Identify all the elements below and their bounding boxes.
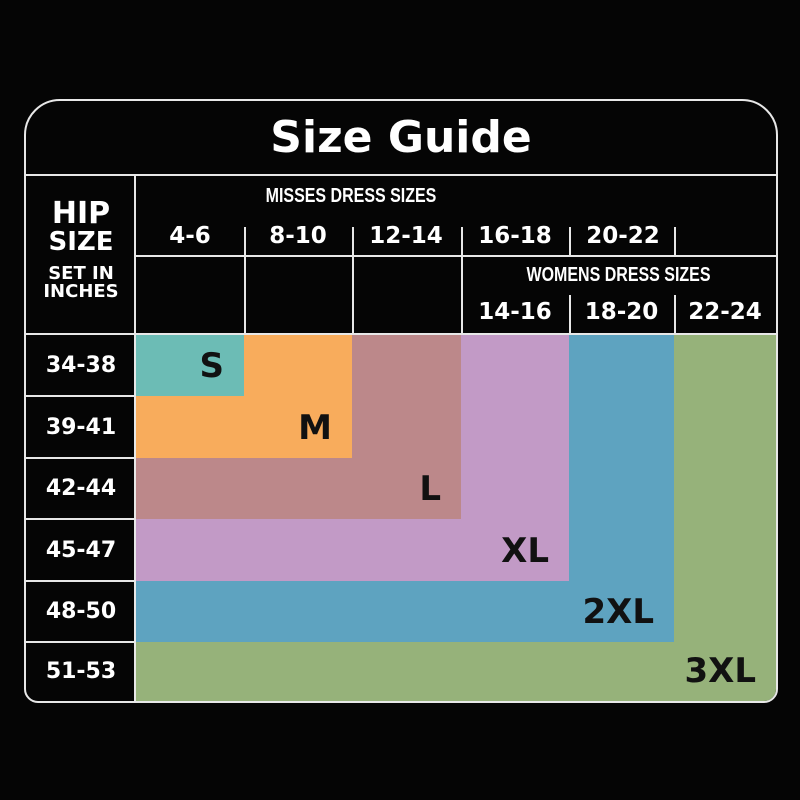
womens-size: 18-20	[584, 299, 659, 325]
hip-row-label: 48-50	[45, 599, 117, 624]
divider	[26, 580, 136, 582]
misses-size: 4-6	[169, 223, 211, 249]
divider	[674, 295, 676, 333]
divider	[26, 641, 136, 643]
womens-size: 14-16	[478, 299, 552, 325]
misses-size: 20-22	[586, 223, 660, 249]
size-label: S	[199, 346, 225, 386]
misses-size: 8-10	[269, 223, 327, 249]
divider	[26, 457, 136, 459]
misses-heading: MISSES DRESS SIZES	[265, 185, 437, 207]
size-label: 2XL	[582, 592, 654, 632]
divider	[352, 227, 354, 333]
divider	[569, 227, 571, 255]
size-label: 3XL	[684, 651, 756, 691]
size-block-s	[136, 335, 244, 396]
hip-row-label: 51-53	[45, 659, 117, 684]
size-label: XL	[501, 531, 549, 571]
divider	[461, 227, 463, 333]
womens-size: 22-24	[688, 299, 762, 325]
inches-label: INCHES	[43, 281, 119, 302]
divider	[674, 227, 676, 255]
womens-heading: WOMENS DRESS SIZES	[526, 264, 711, 286]
divider	[244, 227, 246, 333]
divider	[26, 174, 776, 176]
hip-row-label: 42-44	[45, 476, 117, 501]
misses-size: 12-14	[369, 223, 443, 249]
divider	[26, 333, 776, 335]
hip-row-label: 45-47	[45, 537, 117, 563]
page-title: Size Guide	[270, 112, 532, 163]
hip-size-header: HIP SIZE SET IN INCHES	[26, 199, 136, 301]
hip-label: HIP	[51, 196, 111, 231]
divider	[136, 255, 776, 257]
size-label: SIZE	[48, 227, 114, 257]
set-in-label: SET IN	[48, 263, 114, 284]
divider	[26, 518, 136, 520]
hip-row-label: 34-38	[45, 353, 117, 378]
divider	[26, 395, 136, 397]
divider	[569, 295, 571, 333]
misses-size: 16-18	[478, 223, 552, 249]
hip-row-label: 39-41	[45, 414, 117, 440]
divider	[134, 174, 136, 701]
size-label: M	[298, 408, 332, 448]
size-guide-card: Size Guide HIP SIZE SET IN INCHES MISSES…	[24, 99, 778, 703]
size-label: L	[419, 469, 441, 509]
